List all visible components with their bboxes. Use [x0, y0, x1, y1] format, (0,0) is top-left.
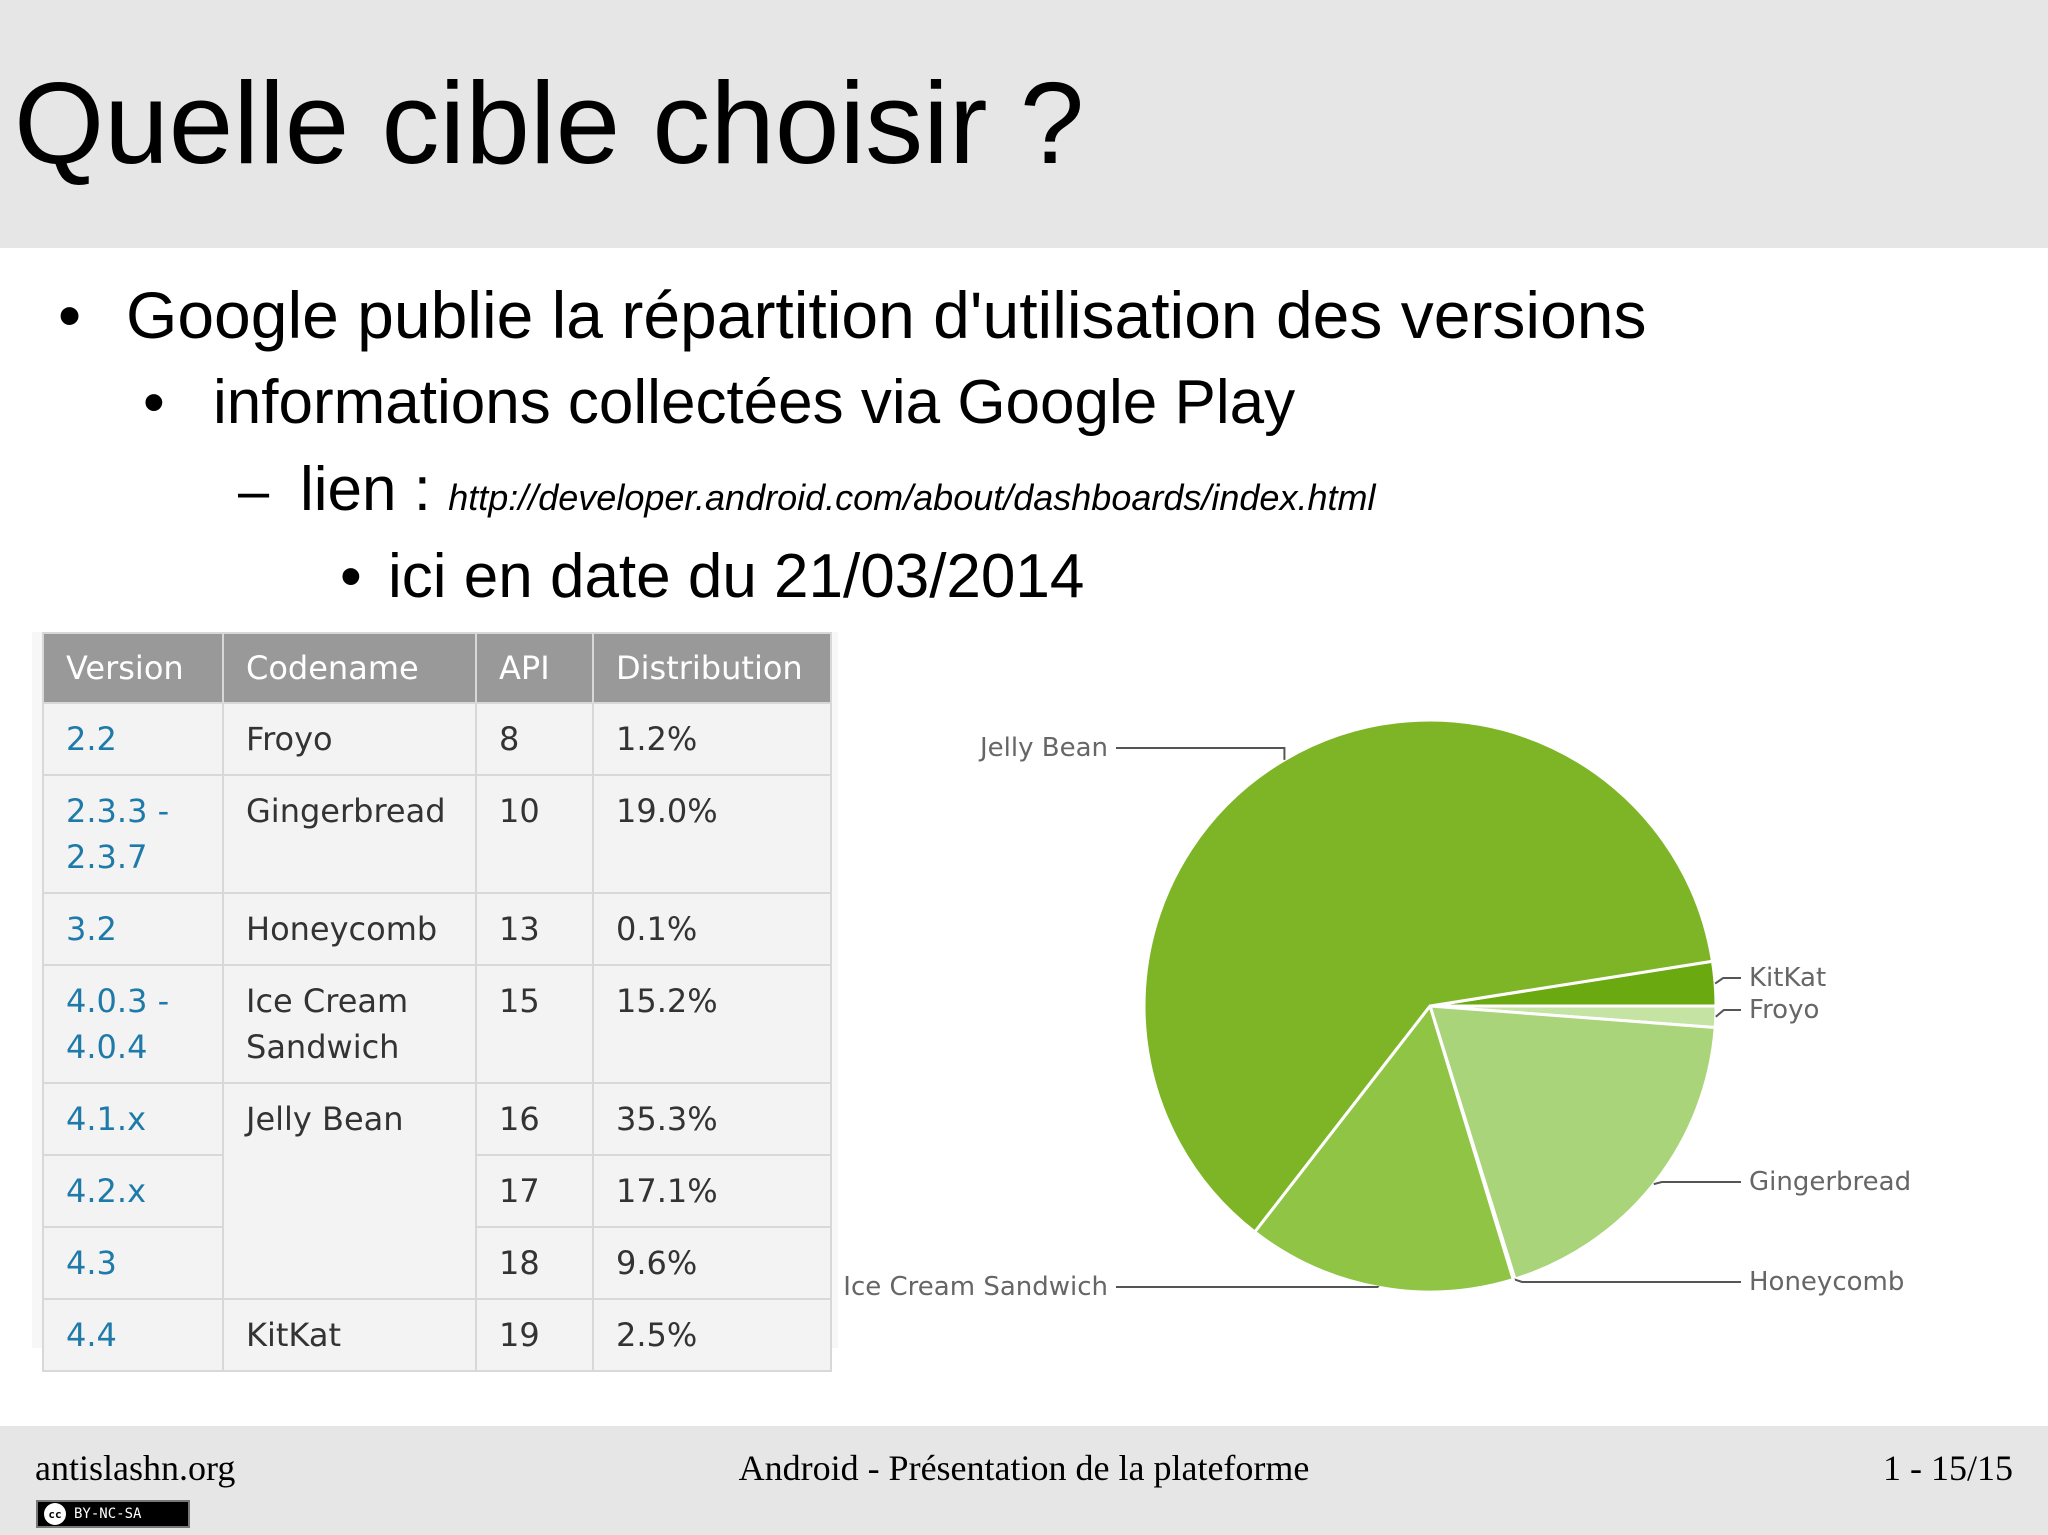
dash-marker: –: [238, 459, 270, 522]
cell-codename: Gingerbread: [222, 774, 477, 894]
pie-label: Honeycomb: [1749, 1267, 1904, 1297]
license-label: BY-NC-SA: [74, 1506, 142, 1522]
license-badge: cc BY-NC-SA: [36, 1500, 190, 1528]
pie-leader-line: [1714, 977, 1741, 985]
header-codename: Codename: [222, 632, 477, 704]
cell-api: 13: [475, 892, 594, 966]
table-row: 4.3 18 9.6%: [42, 1226, 832, 1300]
cell-distribution: 15.2%: [592, 964, 832, 1084]
cell-api: 17: [475, 1154, 594, 1228]
cell-codename: Jelly Bean: [222, 1082, 477, 1300]
cell-version: 4.1.x: [42, 1082, 224, 1156]
bullet-marker: •: [340, 542, 362, 611]
cell-version: 4.0.3 - 4.0.4: [42, 964, 224, 1084]
cell-api: 8: [475, 702, 594, 776]
cell-version: 4.3: [42, 1226, 224, 1300]
table-row: 3.2 Honeycomb 13 0.1%: [42, 892, 832, 966]
footer-title: Android - Présentation de la plateforme: [738, 1448, 1310, 1488]
header-distribution: Distribution: [592, 632, 832, 704]
table-header-row: Version Codename API Distribution: [42, 632, 832, 704]
pie-leader-line: [1513, 1278, 1741, 1283]
bullet-text: Google publie la répartition d'utilisati…: [126, 278, 1647, 352]
bullet-marker: •: [58, 278, 82, 352]
table-row: 2.2 Froyo 8 1.2%: [42, 702, 832, 776]
cell-distribution: 35.3%: [592, 1082, 832, 1156]
cell-api: 10: [475, 774, 594, 894]
pie-leader-line: [1653, 1181, 1741, 1186]
cell-version: 4.2.x: [42, 1154, 224, 1228]
cell-distribution: 0.1%: [592, 892, 832, 966]
table-row: 4.0.3 - 4.0.4 Ice Cream Sandwich 15 15.2…: [42, 964, 832, 1084]
cell-distribution: 17.1%: [592, 1154, 832, 1228]
cell-api: 15: [475, 964, 594, 1084]
header-api: API: [475, 632, 594, 704]
table-row: 4.1.x Jelly Bean 16 35.3%: [42, 1082, 832, 1300]
bullet-text: ici en date du 21/03/2014: [388, 542, 1085, 611]
slide-title: Quelle cible choisir ?: [14, 58, 1085, 188]
distribution-table-panel: Version Codename API Distribution 2.2 Fr…: [32, 632, 838, 1372]
cell-codename: Ice Cream Sandwich: [222, 964, 477, 1084]
pie-label: Froyo: [1749, 995, 1819, 1025]
distribution-table: Version Codename API Distribution 2.2 Fr…: [42, 632, 832, 1372]
slide-header: [0, 0, 2048, 248]
bullet-level-1: • Google publie la répartition d'utilisat…: [58, 275, 1646, 355]
header-version: Version: [42, 632, 224, 704]
cell-distribution: 2.5%: [592, 1298, 832, 1372]
cell-version: 3.2: [42, 892, 224, 966]
footer-page-number: 1 - 15/15: [1883, 1448, 2013, 1488]
cell-distribution: 19.0%: [592, 774, 832, 894]
slide-footer: [0, 1426, 2048, 1535]
pie-label: Jelly Bean: [978, 733, 1108, 763]
cell-version: 2.2: [42, 702, 224, 776]
cell-distribution: 9.6%: [592, 1226, 832, 1300]
pie-leader-line: [1715, 1009, 1741, 1018]
pie-slice-gingerbread: [1427, 1004, 1717, 1281]
footer-site: antislashn.org: [35, 1448, 236, 1488]
bullet-level-2: • informations collectées via Google Play: [143, 365, 1295, 441]
table-row: 2.3.3 - 2.3.7 Gingerbread 10 19.0%: [42, 774, 832, 894]
dashboard-link[interactable]: http://developer.android.com/about/dashb…: [448, 477, 1376, 518]
cell-api: 18: [475, 1226, 594, 1300]
cell-codename: KitKat: [222, 1298, 477, 1372]
cell-version: 4.4: [42, 1298, 224, 1372]
bullet-marker: •: [143, 368, 165, 437]
cell-codename: Honeycomb: [222, 892, 477, 966]
bullet-text: informations collectées via Google Play: [213, 368, 1296, 437]
creative-commons-icon: cc: [44, 1503, 66, 1525]
cell-codename: Froyo: [222, 702, 477, 776]
table-row: 4.4 KitKat 19 2.5%: [42, 1298, 832, 1372]
bullet-text: lien :: [300, 455, 449, 524]
pie-label: KitKat: [1749, 963, 1826, 993]
pie-label: Ice Cream Sandwich: [843, 1272, 1108, 1302]
pie-leader-line: [1116, 747, 1286, 760]
cell-api: 16: [475, 1082, 594, 1156]
pie-label: Gingerbread: [1749, 1167, 1911, 1197]
cell-distribution: 1.2%: [592, 702, 832, 776]
table-row: 4.2.x 17 17.1%: [42, 1154, 832, 1228]
bullet-level-3: – lien : http://developer.android.com/abo…: [238, 452, 1375, 536]
cell-api: 19: [475, 1298, 594, 1372]
cell-version: 2.3.3 - 2.3.7: [42, 774, 224, 894]
bullet-level-4: • ici en date du 21/03/2014: [340, 539, 1084, 615]
